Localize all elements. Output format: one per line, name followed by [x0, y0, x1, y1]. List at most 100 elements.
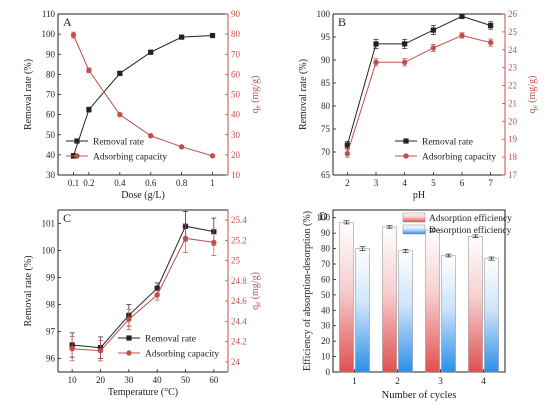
- panel-label: D: [319, 209, 328, 223]
- x-tick-label: 60: [209, 375, 219, 385]
- data-point: [487, 39, 494, 46]
- data-point: [69, 346, 75, 352]
- x-tick-label: 6: [460, 178, 465, 188]
- y-tick-label: 20: [321, 336, 331, 346]
- x-tick-label: 7: [488, 178, 493, 188]
- x-tick-label: 0.6: [145, 178, 157, 188]
- y-tick-label-left: 100: [42, 29, 56, 39]
- data-point: [148, 49, 154, 55]
- y-tick-label-left: 70: [46, 90, 56, 100]
- y-tick-label-left: 90: [46, 49, 56, 59]
- y-tick-label-right: 10: [231, 170, 241, 180]
- x-tick-label: 0.2: [83, 178, 94, 188]
- data-point: [344, 150, 351, 157]
- legend-swatch: [402, 212, 426, 223]
- legend-label: Removal rate: [422, 138, 473, 148]
- y-tick-label-right: 24.4: [231, 316, 247, 326]
- y-tick-label-right: 17: [508, 170, 518, 180]
- legend-marker: [126, 335, 132, 341]
- data-point: [209, 32, 216, 39]
- data-point: [97, 348, 104, 354]
- data-point: [430, 45, 437, 51]
- y-tick-label-right: 90: [231, 9, 241, 19]
- y-tick-label-right: 25.4: [231, 215, 247, 225]
- y-tick-label-left: 80: [46, 69, 56, 79]
- y-tick-label: 90: [321, 228, 331, 238]
- x-axis-label: Number of cycles: [382, 390, 457, 401]
- panel-label: A: [63, 15, 72, 29]
- legend-marker: [74, 138, 80, 144]
- y-tick-label-left: 98: [46, 300, 56, 310]
- panel-label: B: [338, 15, 346, 29]
- bar-adsorption: [468, 235, 483, 373]
- data-point: [459, 32, 465, 39]
- panel-d: D 0 10 20 30 40 50 60 70 80 90 100 1 2 3 4 Number of cyc…: [302, 209, 512, 401]
- y-tick-label-left: 75: [321, 124, 331, 134]
- data-point: [178, 144, 185, 150]
- y-tick-label: 100: [317, 213, 331, 223]
- y-tick-label-left: 85: [321, 78, 331, 88]
- y-tick-label-right: 24.2: [231, 337, 247, 347]
- data-point: [86, 106, 92, 113]
- x-tick-label: 3: [374, 178, 379, 188]
- data-point: [154, 292, 160, 298]
- legend: Removal rate Adsorbing capacity: [395, 138, 496, 163]
- series-adsorbing-capacity: [344, 32, 494, 158]
- series-line: [72, 225, 214, 349]
- bar-desorption: [484, 258, 499, 373]
- legend-label: Adsorption efficiency: [429, 213, 512, 224]
- x-axis-label: pH: [413, 190, 425, 201]
- legend-swatch: [402, 224, 426, 235]
- y-tick-label-left: 70: [321, 147, 331, 157]
- legend-marker: [403, 153, 409, 159]
- data-point: [344, 142, 350, 148]
- data-point: [126, 316, 132, 323]
- panel-label: C: [63, 211, 71, 225]
- data-point: [401, 59, 408, 65]
- series-removal-rate: [344, 13, 494, 150]
- legend-label: Adsorbing capacity: [145, 350, 219, 360]
- y-tick-label-right: 18: [508, 152, 518, 162]
- x-tick-label: 40: [153, 375, 163, 385]
- y-tick-label-left: 96: [46, 354, 56, 364]
- y-tick-label-left: 95: [321, 32, 331, 42]
- x-tick-label: 2: [395, 377, 400, 387]
- bar-adsorption: [382, 226, 397, 373]
- legend-label: Removal rate: [93, 138, 144, 148]
- y-axis-label-left: Removal rate (%): [298, 59, 309, 130]
- y-tick-label: 0: [326, 367, 331, 377]
- y-tick-label-left: 101: [42, 219, 56, 229]
- y-tick-label-right: 20: [508, 116, 518, 126]
- legend: Removal rate Adsorbing capacity: [118, 335, 219, 360]
- bar-adsorption: [339, 222, 354, 373]
- y-tick-label-right: 19: [508, 134, 518, 144]
- y-tick-label-right: 26: [508, 9, 518, 19]
- x-tick-label: 20: [96, 375, 106, 385]
- y-tick-label-left: 100: [42, 246, 56, 256]
- x-tick-label: 1: [210, 178, 215, 188]
- y-tick-label-right: 24: [508, 45, 518, 55]
- data-point: [182, 235, 189, 242]
- series-line: [346, 15, 491, 146]
- y-tick-label: 70: [321, 259, 331, 269]
- data-point: [430, 27, 436, 33]
- data-point: [488, 22, 494, 29]
- data-point: [148, 133, 154, 139]
- y-tick-label-left: 99: [46, 273, 56, 283]
- bar-desorption: [355, 248, 370, 373]
- y-tick-label-right: 80: [231, 29, 241, 39]
- y-tick-label: 50: [321, 290, 331, 300]
- y-tick-label: 30: [321, 321, 331, 331]
- y-tick-label-right: 30: [231, 130, 241, 140]
- x-tick-label: 30: [124, 375, 134, 385]
- legend-marker: [126, 350, 132, 356]
- x-tick-label: 10: [68, 375, 78, 385]
- legend-marker: [403, 138, 409, 144]
- y-axis-label-left: Removal rate (%): [23, 59, 34, 130]
- panel-a: A 0.1 0.2 0.4 0.6 0.8 1 30 40 50 60 70 80 90 100 110 10 2…: [23, 9, 262, 201]
- legend: Removal rate Adsorbing capacity: [66, 138, 167, 163]
- x-tick-label: 1: [352, 377, 357, 387]
- y-tick-label-right: 25: [508, 27, 518, 37]
- y-tick-label-right: 20: [231, 150, 241, 160]
